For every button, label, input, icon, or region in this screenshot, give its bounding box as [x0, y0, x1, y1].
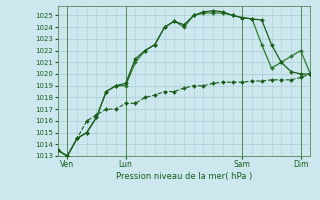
X-axis label: Pression niveau de la mer( hPa ): Pression niveau de la mer( hPa ) [116, 172, 252, 181]
